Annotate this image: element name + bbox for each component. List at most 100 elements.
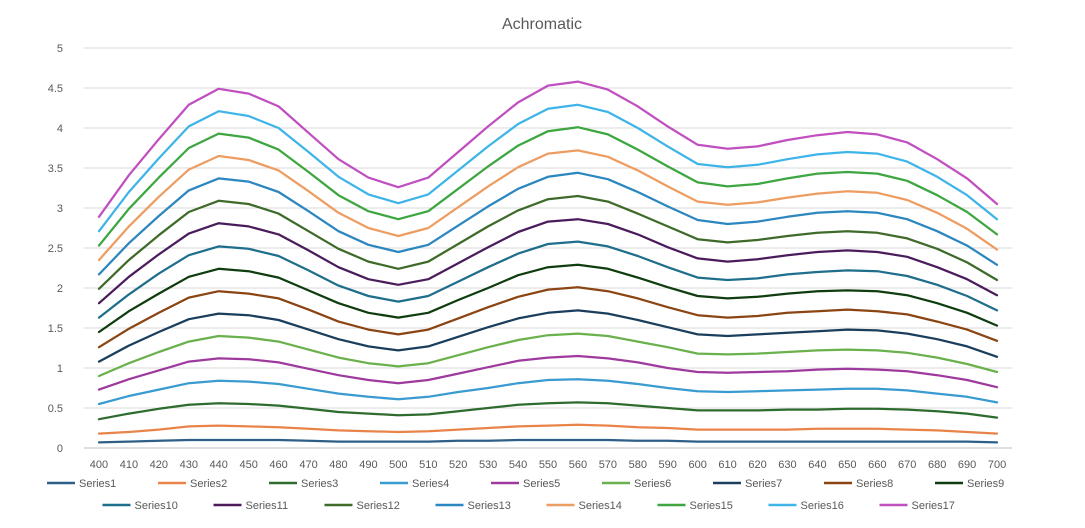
x-tick-label: 460 <box>269 459 287 471</box>
legend-label: Series12 <box>357 500 400 512</box>
y-tick-label: 1.5 <box>48 323 63 335</box>
series-line-17 <box>97 80 999 218</box>
y-axis-ticks: 0 0.5 1 1.5 2 2.5 3 3.5 4 4.5 5 <box>48 43 63 455</box>
legend-item: Series6 <box>602 478 671 490</box>
x-tick-label: 600 <box>688 459 706 471</box>
y-tick-label: 4.5 <box>48 83 63 95</box>
legend-item: Series2 <box>158 478 227 490</box>
series-line-4 <box>97 378 999 406</box>
x-tick-label: 660 <box>868 459 886 471</box>
legend-label: Series11 <box>246 500 289 512</box>
legend-item: Series9 <box>935 478 1004 490</box>
x-tick-label: 690 <box>958 459 976 471</box>
legend-item: Series10 <box>102 500 178 512</box>
legend-label: Series13 <box>468 500 511 512</box>
series-line-8 <box>97 286 999 349</box>
series-line-12 <box>97 194 999 290</box>
series-line-16 <box>97 103 999 233</box>
y-tick-label: 3.5 <box>48 163 63 175</box>
legend-label: Series1 <box>79 478 116 490</box>
legend-label: Series8 <box>856 478 893 490</box>
legend-item: Series11 <box>213 500 289 512</box>
x-tick-label: 550 <box>539 459 557 471</box>
x-tick-label: 470 <box>299 459 317 471</box>
legend: Series1 Series2 Series3 Series4 Series5 Serie… <box>47 478 1004 512</box>
legend-item: Series15 <box>657 500 733 512</box>
x-tick-label: 700 <box>988 459 1006 471</box>
y-tick-label: 1 <box>57 363 63 375</box>
legend-item: Series7 <box>713 478 782 490</box>
legend-label: Series4 <box>412 478 449 490</box>
series-line-14 <box>97 149 999 262</box>
legend-item: Series5 <box>491 478 560 490</box>
chart-title: Achromatic <box>502 16 582 33</box>
y-tick-label: 0 <box>57 443 63 455</box>
legend-item: Series1 <box>47 478 116 490</box>
x-tick-label: 610 <box>718 459 736 471</box>
series-line-6 <box>97 332 999 378</box>
legend-label: Series16 <box>801 500 844 512</box>
legend-label: Series17 <box>912 500 955 512</box>
x-tick-label: 630 <box>778 459 796 471</box>
x-tick-label: 670 <box>898 459 916 471</box>
series-line-11 <box>97 218 999 305</box>
x-tick-label: 440 <box>210 459 228 471</box>
legend-label: Series3 <box>301 478 338 490</box>
x-tick-label: 650 <box>838 459 856 471</box>
x-tick-label: 530 <box>479 459 497 471</box>
x-tick-label: 510 <box>419 459 437 471</box>
series-line-3 <box>97 401 999 421</box>
legend-item: Series4 <box>380 478 449 490</box>
legend-item: Series8 <box>824 478 893 490</box>
x-tick-label: 590 <box>659 459 677 471</box>
x-tick-label: 430 <box>180 459 198 471</box>
legend-label: Series15 <box>690 500 733 512</box>
x-tick-label: 680 <box>928 459 946 471</box>
legend-item: Series17 <box>879 500 955 512</box>
series-line-15 <box>97 126 999 247</box>
x-tick-label: 540 <box>509 459 527 471</box>
x-tick-label: 480 <box>329 459 347 471</box>
series-line-13 <box>97 171 999 276</box>
y-tick-label: 4 <box>57 123 63 135</box>
legend-label: Series9 <box>967 478 1004 490</box>
legend-label: Series5 <box>523 478 560 490</box>
series-lines <box>97 80 999 444</box>
series-line-5 <box>97 354 999 391</box>
x-axis-ticks: 400 410 420 430 440 450 460 470 480 490 500 510 520 5… <box>90 459 1006 471</box>
series-line-2 <box>97 423 999 435</box>
legend-item: Series3 <box>269 478 338 490</box>
y-tick-label: 5 <box>57 43 63 55</box>
legend-label: Series6 <box>634 478 671 490</box>
x-tick-label: 620 <box>748 459 766 471</box>
legend-label: Series14 <box>579 500 622 512</box>
legend-item: Series12 <box>324 500 400 512</box>
legend-label: Series10 <box>135 500 178 512</box>
y-tick-label: 0.5 <box>48 403 63 415</box>
series-line-9 <box>97 263 999 334</box>
x-tick-label: 500 <box>389 459 407 471</box>
x-tick-label: 560 <box>569 459 587 471</box>
legend-item: Series14 <box>546 500 622 512</box>
y-tick-label: 2.5 <box>48 243 63 255</box>
series-line-10 <box>97 240 999 319</box>
legend-item: Series16 <box>768 500 844 512</box>
x-tick-label: 640 <box>808 459 826 471</box>
x-tick-label: 400 <box>90 459 108 471</box>
legend-label: Series7 <box>745 478 782 490</box>
series-line-1 <box>97 438 999 444</box>
y-tick-label: 2 <box>57 283 63 295</box>
series-line-7 <box>97 309 999 363</box>
x-tick-label: 490 <box>359 459 377 471</box>
legend-label: Series2 <box>190 478 227 490</box>
x-tick-label: 410 <box>120 459 138 471</box>
x-tick-label: 570 <box>599 459 617 471</box>
x-tick-label: 450 <box>239 459 257 471</box>
x-tick-label: 580 <box>629 459 647 471</box>
x-tick-label: 520 <box>449 459 467 471</box>
x-tick-label: 420 <box>150 459 168 471</box>
y-tick-label: 3 <box>57 203 63 215</box>
legend-item: Series13 <box>435 500 511 512</box>
